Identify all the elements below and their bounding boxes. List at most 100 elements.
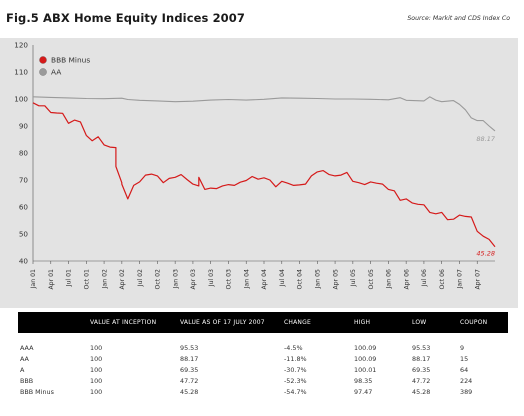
table-cell: -52.3% <box>284 377 307 385</box>
table-row: A 100 69.35 -30.7% 100.01 69.35 64 <box>18 366 508 377</box>
x-tick-label: Jan 06 <box>386 269 393 289</box>
y-tick-label: 110 <box>14 68 28 77</box>
y-tick-label: 120 <box>14 41 28 50</box>
x-tick-label: Oct 06 <box>439 269 446 290</box>
table-cell: 100 <box>90 366 103 374</box>
y-tick-label: 70 <box>19 176 29 185</box>
table-cell: AA <box>20 355 29 363</box>
series-line <box>32 102 496 248</box>
source-note: Source: Markit and CDS Index Co <box>407 15 510 22</box>
x-tick-label: Jan 03 <box>172 269 179 289</box>
table-cell: -11.8% <box>284 355 307 363</box>
table-cell: 95.53 <box>180 344 199 352</box>
table-cell: 88.17 <box>180 355 199 363</box>
x-tick-label: Jan 02 <box>101 269 108 289</box>
table-cell: 100.09 <box>354 344 377 352</box>
table-header-cell: HIGH <box>354 319 371 326</box>
chart-axes <box>32 45 495 262</box>
table-row: BBB 100 47.72 -52.3% 98.35 47.72 224 <box>18 377 508 388</box>
legend-label: BBB Minus <box>51 56 90 65</box>
table-cell: 100 <box>90 388 103 396</box>
table-cell: -30.7% <box>284 366 307 374</box>
x-tick-label: Apr 01 <box>48 269 55 290</box>
x-tick-label: Oct 02 <box>155 269 162 290</box>
x-tick-label: Jan 07 <box>457 269 464 289</box>
table-cell: 389 <box>460 388 473 396</box>
index-table: VALUE AT INCEPTION VALUE AS OF 17 JULY 20… <box>0 308 518 416</box>
table-row: BBB Minus 100 45.28 -54.7% 97.47 45.28 389 <box>18 388 508 399</box>
y-tick-label: 40 <box>19 257 29 266</box>
series-end-label: 88.17 <box>476 135 495 143</box>
table-cell: 100.01 <box>354 366 377 374</box>
x-tick-label: Jan 01 <box>30 269 37 289</box>
table-cell: 47.72 <box>180 377 199 385</box>
legend-swatch <box>39 56 47 64</box>
x-tick-label: Apr 07 <box>474 269 481 290</box>
legend-label: AA <box>51 68 61 77</box>
table-cell: 100 <box>90 355 103 363</box>
table-cell: 15 <box>460 355 469 363</box>
x-tick-label: Jul 04 <box>279 269 286 287</box>
x-tick-label: Jul 06 <box>421 269 428 287</box>
table-cell: BBB Minus <box>20 388 54 396</box>
table-cell: AAA <box>20 344 34 352</box>
x-axis-ticks: Jan 01 Apr 01 Jul 01 Oct 01 Jan 02 Apr 02 Jul … <box>30 261 481 290</box>
table-header-cell: CHANGE <box>284 319 311 326</box>
x-tick-label: Oct 04 <box>297 269 304 290</box>
table-row: AAA 100 95.53 -4.5% 100.09 95.53 9 <box>18 344 508 355</box>
table-cell: BBB <box>20 377 34 385</box>
x-tick-label: Jan 05 <box>315 269 322 289</box>
table-header-cell: LOW <box>412 319 427 326</box>
table-cell: 100 <box>90 377 103 385</box>
series-line <box>32 96 496 132</box>
x-tick-label: Jul 01 <box>66 269 73 287</box>
y-tick-label: 90 <box>19 122 29 131</box>
x-tick-label: Apr 04 <box>261 269 268 290</box>
table-cell: 100.09 <box>354 355 377 363</box>
x-tick-label: Oct 03 <box>226 269 233 290</box>
figure-title: Fig.5 ABX Home Equity Indices 2007 <box>6 11 245 25</box>
table-cell: -4.5% <box>284 344 303 352</box>
table-cell: 69.35 <box>412 366 431 374</box>
table-cell: 95.53 <box>412 344 431 352</box>
series-end-label: 45.28 <box>476 250 495 258</box>
x-tick-label: Apr 05 <box>332 269 339 290</box>
table-header-row: VALUE AT INCEPTION VALUE AS OF 17 JULY 20… <box>18 312 508 333</box>
x-tick-label: Apr 06 <box>403 269 410 290</box>
table-cell: 224 <box>460 377 473 385</box>
legend-swatch <box>39 68 47 76</box>
table-cell: 64 <box>460 366 469 374</box>
abx-line-chart: 40 50 60 70 80 90 100 110 120 Jan 01 Apr 01 Jul 01… <box>14 41 496 290</box>
x-tick-label: Apr 02 <box>119 269 126 290</box>
table-header-cell: VALUE AS OF 17 JULY 2007 <box>180 319 265 326</box>
x-tick-label: Jul 02 <box>137 269 144 287</box>
table-cell: 98.35 <box>354 377 373 385</box>
table-header-cell: VALUE AT INCEPTION <box>90 319 157 326</box>
table-header-cell: COUPON <box>460 319 488 326</box>
x-tick-label: Jan 04 <box>243 269 250 289</box>
table-cell: 69.35 <box>180 366 199 374</box>
y-tick-label: 100 <box>14 95 28 104</box>
table-cell: A <box>20 366 25 374</box>
y-axis-ticks: 40 50 60 70 80 90 100 110 120 <box>14 41 28 266</box>
x-tick-label: Apr 03 <box>190 269 197 290</box>
table-cell: 45.28 <box>180 388 199 396</box>
table-cell: 97.47 <box>354 388 373 396</box>
table-cell: 88.17 <box>412 355 431 363</box>
table-cell: 47.72 <box>412 377 431 385</box>
table-cell: -54.7% <box>284 388 307 396</box>
y-tick-label: 60 <box>19 203 29 212</box>
table-cell: 9 <box>460 344 465 352</box>
chart-legend: BBB Minus AA <box>39 56 90 77</box>
x-tick-label: Oct 01 <box>84 269 91 290</box>
y-tick-label: 50 <box>19 230 29 239</box>
table-cell: 45.28 <box>412 388 431 396</box>
x-tick-label: Jul 05 <box>350 269 357 287</box>
x-tick-label: Oct 05 <box>368 269 375 290</box>
x-tick-label: Jul 03 <box>208 269 215 287</box>
y-tick-label: 80 <box>19 149 29 158</box>
table-cell: 100 <box>90 344 103 352</box>
table-row: AA 100 88.17 -11.8% 100.09 88.17 15 <box>18 355 508 366</box>
series-lines: 45.28 88.17 <box>32 96 496 258</box>
